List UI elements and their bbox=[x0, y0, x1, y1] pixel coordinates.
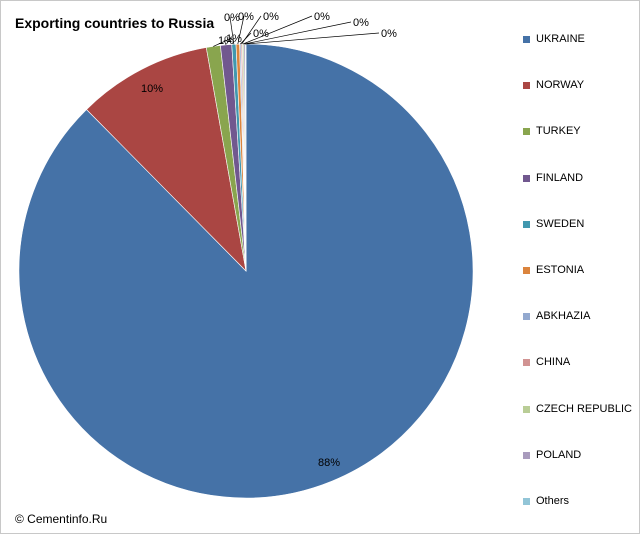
chart-title: Exporting countries to Russia bbox=[15, 15, 215, 31]
legend-swatch bbox=[523, 313, 530, 321]
legend-item-china: CHINA bbox=[523, 354, 635, 400]
legend-item-norway: NORWAY bbox=[523, 77, 635, 123]
legend-label: FINLAND bbox=[536, 171, 584, 184]
leader-line-czech-republic bbox=[242, 15, 313, 45]
pie-slices bbox=[18, 43, 474, 499]
legend-swatch bbox=[523, 497, 530, 505]
legend-label: UKRAINE bbox=[536, 33, 585, 45]
legend-swatch bbox=[523, 405, 530, 413]
leader-line-sweden bbox=[229, 16, 235, 45]
legend-label: CZECH REPUBLIC bbox=[536, 402, 632, 415]
legend-label: TURKEY bbox=[536, 125, 581, 138]
legend-swatch bbox=[523, 36, 530, 43]
data-labels: 88%10%1%1%0%0%0%0% 0% 0%0% bbox=[141, 11, 397, 469]
legend-item-others: Others bbox=[523, 493, 635, 539]
leader-line-turkey bbox=[213, 37, 233, 47]
legend-swatch bbox=[523, 174, 530, 182]
leader-line-china bbox=[241, 15, 262, 45]
legend-item-abkhazia: ABKHAZIA bbox=[523, 308, 635, 354]
copyright-text: © Cementinfo.Ru bbox=[15, 512, 108, 526]
legend-item-finland: FINLAND bbox=[523, 170, 635, 216]
data-label-finland: 1% bbox=[218, 35, 234, 47]
legend-label: CHINA bbox=[536, 356, 571, 369]
data-label-norway: 10% bbox=[141, 83, 163, 95]
legend-swatch bbox=[523, 266, 530, 274]
data-label-czech-republic: 0% bbox=[314, 11, 330, 23]
data-label-estonia: 0% bbox=[238, 11, 254, 23]
legend-item-sweden: SWEDEN bbox=[523, 216, 635, 262]
pie-slice-norway bbox=[86, 47, 247, 272]
legend-label: ESTONIA bbox=[536, 263, 585, 276]
leader-line-estonia bbox=[237, 15, 245, 45]
legend-swatch bbox=[523, 451, 530, 459]
data-label-others: 0% bbox=[381, 28, 397, 40]
data-label-china: 0% bbox=[263, 11, 279, 23]
leader-line-poland bbox=[244, 21, 352, 45]
data-label-sweden: 0% bbox=[224, 12, 240, 24]
data-label-abkhazia: 0% bbox=[253, 28, 269, 40]
legend-item-ukraine: UKRAINE bbox=[523, 31, 635, 77]
legend-swatch bbox=[523, 220, 530, 228]
legend-swatch bbox=[523, 128, 530, 136]
legend-label: Others bbox=[536, 494, 570, 507]
data-label-ukraine: 88% bbox=[318, 457, 340, 469]
legend-label: NORWAY bbox=[536, 79, 585, 92]
legend-item-czech-republic: CZECH REPUBLIC bbox=[523, 401, 635, 447]
legend-swatch bbox=[523, 359, 530, 367]
leader-line-finland bbox=[223, 39, 227, 46]
legend-label: POLAND bbox=[536, 448, 582, 461]
data-label-poland: 0% bbox=[353, 17, 369, 29]
legend-item-estonia: ESTONIA bbox=[523, 262, 635, 308]
legend-item-poland: POLAND bbox=[523, 447, 635, 493]
data-label-turkey: 1% bbox=[226, 33, 242, 45]
legend-label: ABKHAZIA bbox=[536, 310, 591, 323]
legend-label: SWEDEN bbox=[536, 217, 585, 230]
legend: UKRAINE NORWAY TURKEY FINLAND SWEDEN ESTONIA A… bbox=[523, 31, 635, 539]
legend-swatch bbox=[523, 82, 530, 90]
legend-item-turkey: TURKEY bbox=[523, 123, 635, 169]
leader-lines bbox=[213, 15, 380, 47]
leader-line-others bbox=[245, 32, 380, 45]
